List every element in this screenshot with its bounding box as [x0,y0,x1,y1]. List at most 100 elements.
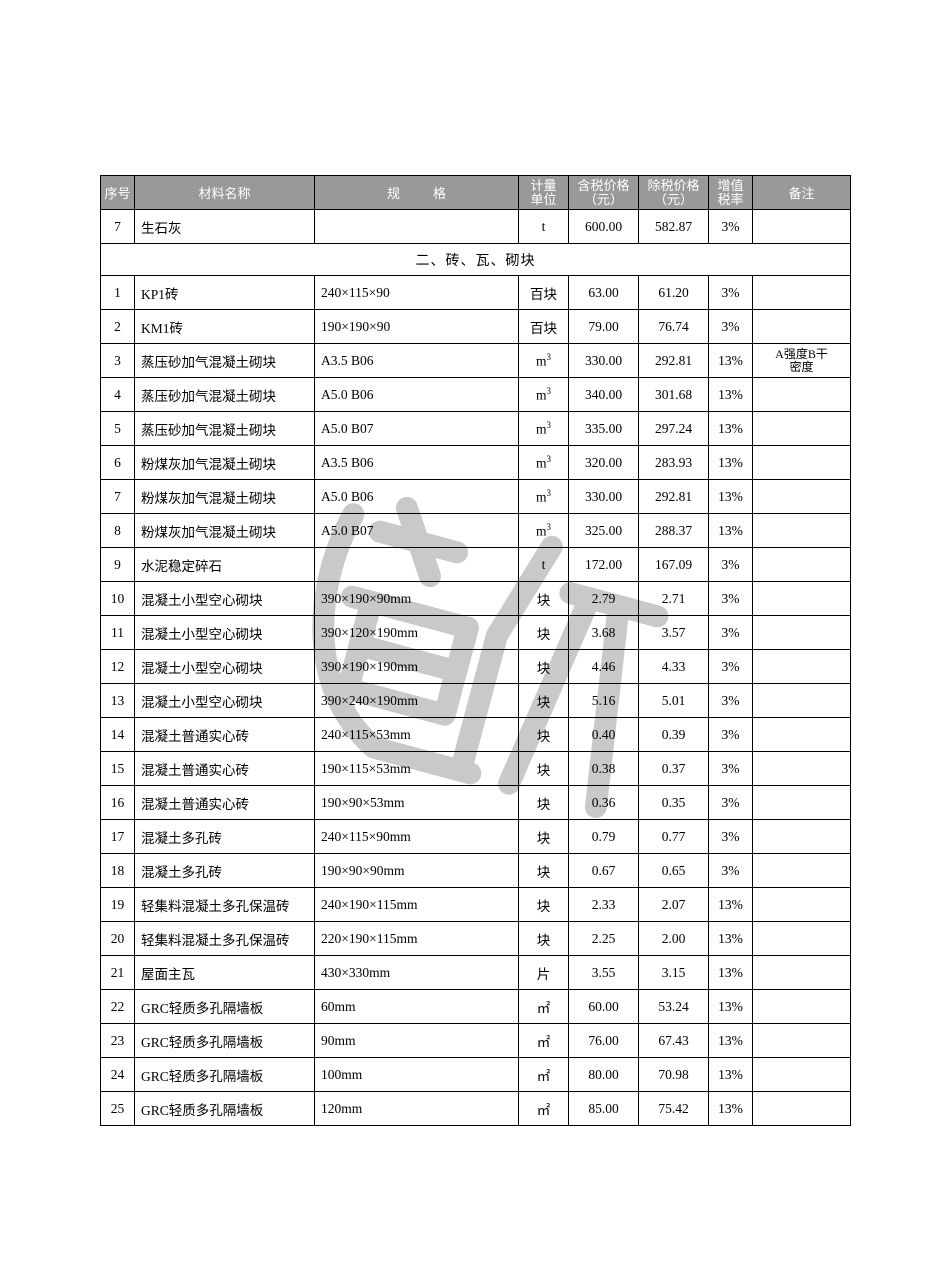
cell-name: 混凝土普通实心砖 [135,752,315,786]
cell-tax: 13% [709,922,753,956]
cell-name: 混凝土小型空心砌块 [135,582,315,616]
cell-name: GRC轻质多孔隔墙板 [135,1092,315,1126]
cell-spec: 240×115×53mm [315,718,519,752]
cell-p1: 5.16 [569,684,639,718]
cell-p2: 2.07 [639,888,709,922]
price-table-container: 序号 材料名称 规 格 计量单位 含税价格（元） 除税价格（元） 增值税率 备注… [100,175,850,1126]
cell-note [753,718,851,752]
table-row: 7 粉煤灰加气混凝土砌块 A5.0 B06 m3 330.00 292.81 1… [101,480,851,514]
cell-p1: 325.00 [569,514,639,548]
cell-name: 轻集料混凝土多孔保温砖 [135,922,315,956]
cell-seq: 7 [101,480,135,514]
table-row: 19 轻集料混凝土多孔保温砖 240×190×115mm 块 2.33 2.07… [101,888,851,922]
cell-p1: 80.00 [569,1058,639,1092]
cell-p1: 2.33 [569,888,639,922]
cell-tax: 13% [709,514,753,548]
cell-unit: 块 [519,684,569,718]
cell-note [753,616,851,650]
cell-tax: 13% [709,1092,753,1126]
table-row: 18 混凝土多孔砖 190×90×90mm 块 0.67 0.65 3% [101,854,851,888]
table-row: 13 混凝土小型空心砌块 390×240×190mm 块 5.16 5.01 3… [101,684,851,718]
cell-tax: 3% [709,752,753,786]
cell-unit: 百块 [519,276,569,310]
cell-name: 混凝土小型空心砌块 [135,616,315,650]
cell-unit: t [519,548,569,582]
cell-p1: 330.00 [569,480,639,514]
cell-seq: 10 [101,582,135,616]
col-unit: 计量单位 [519,176,569,210]
cell-name: GRC轻质多孔隔墙板 [135,990,315,1024]
cell-spec: A5.0 B07 [315,412,519,446]
cell-spec: A3.5 B06 [315,446,519,480]
cell-spec [315,210,519,244]
cell-note [753,1024,851,1058]
cell-note [753,922,851,956]
cell-unit: m3 [519,514,569,548]
cell-tax: 3% [709,210,753,244]
cell-spec: 220×190×115mm [315,922,519,956]
cell-note [753,1058,851,1092]
cell-note [753,548,851,582]
cell-p1: 340.00 [569,378,639,412]
cell-spec: 100mm [315,1058,519,1092]
section-row: 二、砖、瓦、砌块 [101,244,851,276]
table-row: 8 粉煤灰加气混凝土砌块 A5.0 B07 m3 325.00 288.37 1… [101,514,851,548]
cell-spec: 430×330mm [315,956,519,990]
cell-tax: 3% [709,718,753,752]
cell-name: 粉煤灰加气混凝土砌块 [135,480,315,514]
cell-name: 混凝土小型空心砌块 [135,650,315,684]
table-row: 7 生石灰 t 600.00 582.87 3% [101,210,851,244]
cell-unit: m3 [519,480,569,514]
cell-tax: 13% [709,480,753,514]
cell-unit: m3 [519,412,569,446]
table-row: 17 混凝土多孔砖 240×115×90mm 块 0.79 0.77 3% [101,820,851,854]
cell-p2: 75.42 [639,1092,709,1126]
cell-p2: 2.71 [639,582,709,616]
cell-tax: 3% [709,650,753,684]
cell-unit: 块 [519,854,569,888]
section-title: 二、砖、瓦、砌块 [101,244,851,276]
cell-tax: 3% [709,582,753,616]
cell-tax: 13% [709,888,753,922]
table-row: 3 蒸压砂加气混凝土砌块 A3.5 B06 m3 330.00 292.81 1… [101,344,851,378]
table-row: 1 KP1砖 240×115×90 百块 63.00 61.20 3% [101,276,851,310]
table-row: 24 GRC轻质多孔隔墙板 100mm ㎡ 80.00 70.98 13% [101,1058,851,1092]
cell-p1: 3.55 [569,956,639,990]
cell-seq: 1 [101,276,135,310]
cell-spec: 390×190×190mm [315,650,519,684]
cell-name: KP1砖 [135,276,315,310]
cell-name: 混凝土普通实心砖 [135,786,315,820]
table-row: 20 轻集料混凝土多孔保温砖 220×190×115mm 块 2.25 2.00… [101,922,851,956]
cell-spec: 190×90×90mm [315,854,519,888]
cell-seq: 20 [101,922,135,956]
cell-tax: 13% [709,990,753,1024]
cell-seq: 9 [101,548,135,582]
cell-tax: 3% [709,276,753,310]
cell-note: A强度B干密度 [753,344,851,378]
cell-p2: 3.57 [639,616,709,650]
cell-p2: 70.98 [639,1058,709,1092]
price-table: 序号 材料名称 规 格 计量单位 含税价格（元） 除税价格（元） 增值税率 备注… [100,175,851,1126]
cell-p1: 0.40 [569,718,639,752]
col-p2: 除税价格（元） [639,176,709,210]
cell-p1: 4.46 [569,650,639,684]
cell-p1: 0.79 [569,820,639,854]
cell-name: 混凝土普通实心砖 [135,718,315,752]
cell-spec: 240×115×90 [315,276,519,310]
cell-p1: 85.00 [569,1092,639,1126]
cell-unit: m3 [519,446,569,480]
cell-p1: 2.25 [569,922,639,956]
cell-seq: 3 [101,344,135,378]
cell-p2: 61.20 [639,276,709,310]
table-row: 2 KM1砖 190×190×90 百块 79.00 76.74 3% [101,310,851,344]
cell-spec: 390×120×190mm [315,616,519,650]
col-tax: 增值税率 [709,176,753,210]
cell-p2: 167.09 [639,548,709,582]
cell-tax: 3% [709,684,753,718]
cell-p2: 0.39 [639,718,709,752]
cell-p1: 172.00 [569,548,639,582]
cell-p2: 301.68 [639,378,709,412]
cell-seq: 19 [101,888,135,922]
cell-seq: 23 [101,1024,135,1058]
cell-spec: 120mm [315,1092,519,1126]
